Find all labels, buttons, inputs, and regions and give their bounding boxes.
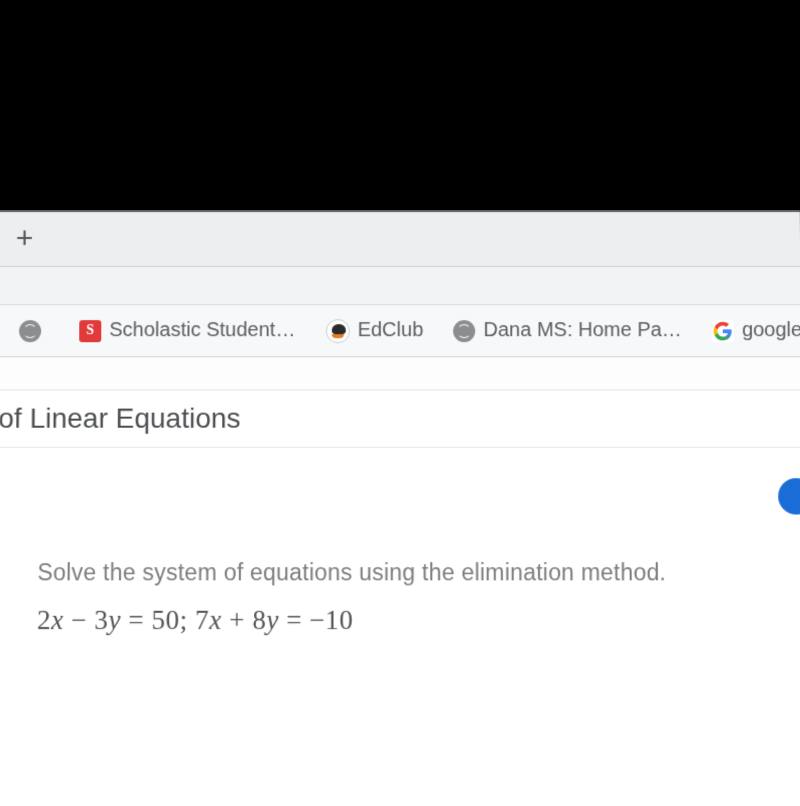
globe-icon — [453, 320, 475, 342]
scholastic-icon: S — [79, 320, 101, 342]
question-body: Solve the system of equations using the … — [0, 448, 800, 636]
edclub-icon — [325, 319, 349, 343]
tab-strip: + — [0, 212, 800, 267]
content-gap — [0, 357, 800, 389]
browser-window: + S Scholastic Student… EdClub Dana MS: … — [0, 210, 800, 806]
google-icon — [712, 320, 734, 342]
bookmark-label: google class — [742, 319, 800, 342]
globe-icon — [19, 320, 41, 342]
question-prompt: Solve the system of equations using the … — [37, 559, 793, 586]
bookmark-item-google-class[interactable]: google class — [712, 319, 800, 342]
bookmark-item-edclub[interactable]: EdClub — [325, 319, 423, 343]
new-tab-button[interactable]: + — [6, 218, 44, 260]
bookmark-item-scholastic[interactable]: S Scholastic Student… — [79, 319, 295, 342]
question-equation: 2x − 3y = 50; 7x + 8y = −10 — [37, 605, 793, 636]
avatar-badge[interactable] — [778, 478, 800, 514]
page-title: of Linear Equations — [0, 403, 241, 435]
device-bezel — [0, 0, 800, 210]
bookmark-item[interactable] — [19, 320, 49, 342]
page-title-bar: of Linear Equations — [0, 389, 800, 447]
bookmarks-bar: S Scholastic Student… EdClub Dana MS: Ho… — [0, 305, 800, 357]
bookmark-label: Scholastic Student… — [109, 319, 295, 342]
bookmark-label: EdClub — [358, 319, 424, 342]
bookmark-label: Dana MS: Home Pa… — [483, 319, 681, 342]
address-bar-region[interactable] — [0, 267, 800, 305]
bookmark-item-dana[interactable]: Dana MS: Home Pa… — [453, 319, 681, 342]
